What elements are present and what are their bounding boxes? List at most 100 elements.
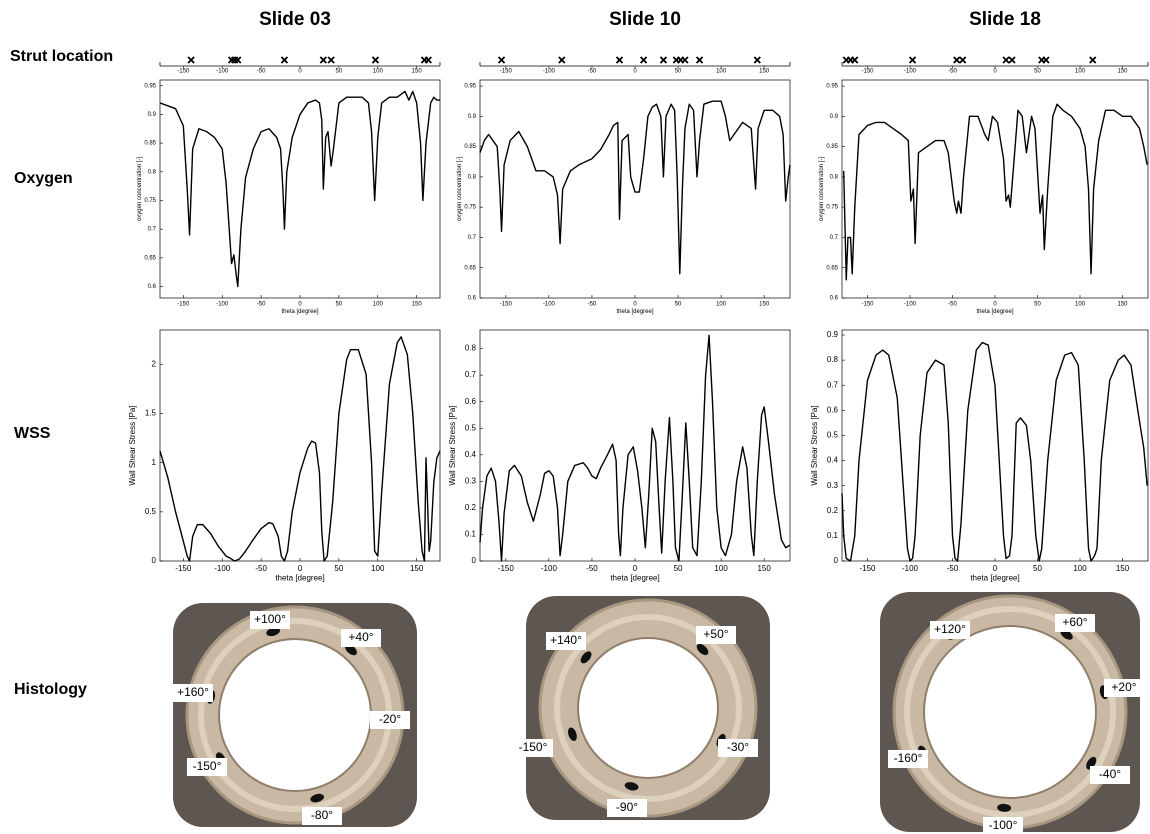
strut-marker bbox=[424, 56, 432, 64]
y-tick-label: 0.7 bbox=[830, 235, 839, 241]
x-tick-label: 50 bbox=[336, 69, 343, 75]
x-tick-label: 150 bbox=[757, 564, 771, 573]
x-tick-label: -100 bbox=[543, 69, 556, 75]
strut-marker bbox=[908, 56, 917, 64]
x-tick-label: 100 bbox=[1075, 69, 1086, 75]
x-tick-label: 50 bbox=[336, 302, 343, 308]
x-tick-label: -50 bbox=[947, 564, 959, 573]
x-tick-label: 150 bbox=[759, 302, 770, 308]
angle-label: +50° bbox=[703, 627, 728, 641]
x-tick-label: -100 bbox=[216, 69, 229, 75]
y-tick-label: 0.9 bbox=[468, 114, 477, 120]
angle-label: +20° bbox=[1111, 680, 1136, 694]
y-tick-label: 0.95 bbox=[144, 83, 156, 89]
column-title: Slide 03 bbox=[259, 9, 331, 30]
strut-marker bbox=[497, 56, 506, 64]
x-tick-label: -50 bbox=[257, 69, 266, 75]
x-tick-label: -50 bbox=[257, 302, 266, 308]
x-tick-label: -50 bbox=[948, 69, 957, 75]
strut-marker bbox=[1008, 56, 1016, 64]
vessel-wall-inner bbox=[904, 606, 1116, 818]
x-tick-label: -150 bbox=[500, 302, 513, 308]
plot-frame bbox=[841, 79, 1149, 299]
x-tick-label: 100 bbox=[373, 302, 384, 308]
x-tick-label: 150 bbox=[1117, 302, 1128, 308]
label-box bbox=[718, 739, 758, 757]
y-tick-label: 0.85 bbox=[826, 144, 838, 150]
x-tick-label: 0 bbox=[633, 564, 638, 573]
y-tick-label: 0.2 bbox=[465, 503, 477, 512]
y-axis-label: Wall Shear Stress [Pa] bbox=[448, 405, 457, 485]
y-tick-label: 0.6 bbox=[827, 405, 839, 414]
strut bbox=[568, 727, 577, 742]
y-tick-label: 0.7 bbox=[465, 370, 477, 379]
x-tick-label: 100 bbox=[714, 564, 728, 573]
x-tick-label: -100 bbox=[543, 302, 556, 308]
strut bbox=[696, 643, 709, 656]
label-box bbox=[173, 684, 213, 702]
y-tick-label: 0.8 bbox=[468, 174, 477, 180]
x-tick-label: 0 bbox=[633, 69, 637, 75]
y-tick-label: 0.6 bbox=[148, 284, 157, 290]
x-tick-label: 50 bbox=[675, 302, 682, 308]
plot-frame bbox=[479, 329, 791, 562]
x-tick-label: 0 bbox=[633, 302, 637, 308]
y-tick-label: 1 bbox=[152, 458, 157, 467]
label-box bbox=[983, 817, 1023, 834]
x-tick-label: 100 bbox=[716, 302, 727, 308]
x-axis-label: theta [degree] bbox=[976, 309, 1013, 315]
y-tick-label: 0 bbox=[834, 556, 839, 565]
strut-marker bbox=[1002, 56, 1010, 64]
x-tick-label: 0 bbox=[298, 564, 303, 573]
row-label: Histology bbox=[14, 681, 87, 698]
x-tick-label: 100 bbox=[373, 69, 384, 75]
x-tick-label: 100 bbox=[1075, 302, 1086, 308]
angle-label: -20° bbox=[379, 712, 401, 726]
label-box bbox=[250, 611, 290, 629]
data-line bbox=[159, 90, 440, 288]
x-tick-label: -100 bbox=[902, 564, 919, 573]
y-tick-label: 0.5 bbox=[827, 431, 839, 440]
x-tick-label: 50 bbox=[675, 69, 682, 75]
strut-marker bbox=[959, 56, 967, 64]
histology-panel: +120° +60° +20° -160° -40° -100° bbox=[880, 592, 1144, 834]
y-tick-label: 2 bbox=[152, 360, 157, 369]
x-axis-label: theta [degree] bbox=[616, 309, 653, 315]
angle-label: -160° bbox=[894, 751, 923, 765]
y-tick-label: 0.75 bbox=[826, 205, 838, 211]
x-tick-label: 0 bbox=[993, 69, 997, 75]
x-tick-label: -150 bbox=[177, 69, 190, 75]
angle-label: -150° bbox=[193, 759, 222, 773]
angle-label: +40° bbox=[348, 630, 373, 644]
y-tick-label: 0.75 bbox=[464, 205, 476, 211]
y-axis-label: Wall Shear Stress [Pa] bbox=[128, 405, 137, 485]
row-label: Oxygen bbox=[14, 170, 73, 187]
y-tick-label: 0.9 bbox=[827, 330, 839, 339]
y-tick-label: 0.95 bbox=[464, 84, 476, 90]
label-box bbox=[370, 711, 410, 729]
y-tick-label: 0.2 bbox=[827, 506, 839, 515]
label-box bbox=[888, 750, 928, 768]
x-tick-label: -150 bbox=[859, 564, 876, 573]
y-tick-label: 0.4 bbox=[827, 456, 839, 465]
label-box bbox=[696, 626, 736, 644]
x-tick-label: -50 bbox=[586, 564, 598, 573]
y-tick-label: 0.9 bbox=[148, 112, 157, 118]
y-tick-label: 0.3 bbox=[827, 481, 839, 490]
x-tick-label: 0 bbox=[993, 302, 997, 308]
label-box bbox=[607, 799, 647, 817]
label-box bbox=[1055, 614, 1095, 632]
label-box bbox=[1090, 766, 1130, 784]
angle-label: -80° bbox=[311, 808, 333, 822]
angle-label: -100° bbox=[989, 818, 1018, 832]
strut-marker bbox=[187, 56, 195, 64]
y-tick-label: 0.3 bbox=[465, 476, 477, 485]
x-tick-label: 100 bbox=[716, 69, 727, 75]
y-axis-label: oxygen concentration [-] bbox=[819, 157, 825, 221]
column-title: Slide 10 bbox=[609, 9, 681, 30]
strut-marker bbox=[319, 56, 327, 64]
x-tick-label: 150 bbox=[1116, 564, 1130, 573]
x-tick-label: -50 bbox=[948, 302, 957, 308]
strut-marker bbox=[1042, 56, 1050, 64]
